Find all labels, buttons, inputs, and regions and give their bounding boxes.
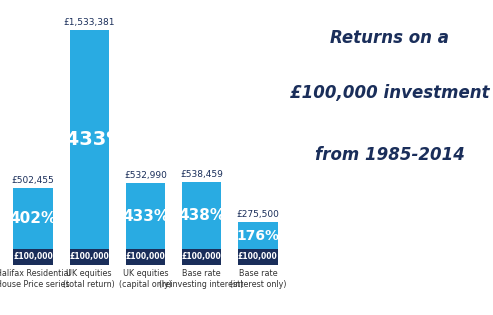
Text: 438%: 438% [178, 209, 225, 223]
Text: £100,000: £100,000 [238, 252, 278, 261]
Text: £100,000 investment: £100,000 investment [290, 84, 489, 102]
Bar [182, 182, 221, 249]
Bar [126, 249, 165, 265]
Text: from 1985-2014: from 1985-2014 [315, 146, 464, 164]
Text: £275,500: £275,500 [237, 210, 279, 219]
Bar [182, 249, 221, 265]
Bar [70, 31, 109, 249]
Text: £532,990: £532,990 [124, 171, 167, 180]
Text: £502,455: £502,455 [12, 176, 54, 185]
Text: £538,459: £538,459 [180, 170, 223, 179]
Text: 176%: 176% [236, 229, 280, 243]
Bar [13, 249, 53, 265]
Text: £100,000: £100,000 [126, 252, 165, 261]
Text: £100,000: £100,000 [182, 252, 221, 261]
Bar [238, 249, 278, 265]
Text: £100,000: £100,000 [13, 252, 53, 261]
Text: 433%: 433% [122, 209, 169, 224]
Bar [238, 222, 278, 249]
Text: £1,533,381: £1,533,381 [64, 18, 115, 27]
Text: Returns on a: Returns on a [330, 29, 449, 47]
Bar [13, 188, 53, 249]
Text: 402%: 402% [9, 211, 57, 226]
Bar [126, 183, 165, 249]
Bar [70, 249, 109, 265]
Text: 1433%: 1433% [52, 130, 126, 149]
Text: £100,000: £100,000 [70, 252, 109, 261]
